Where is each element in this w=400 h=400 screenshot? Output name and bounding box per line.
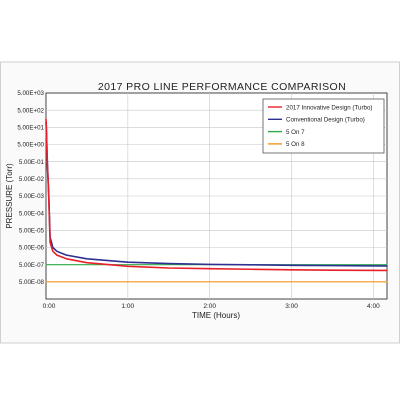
y-tick-label: 5.00E+02 [17,107,44,114]
legend-entry: 5 On 8 [286,141,305,148]
y-tick-label: 5.00E-04 [19,210,45,217]
legend: 2017 Innovative Design (Turbo) Convention… [262,98,385,154]
y-tick-labels: 5.00E+03 5.00E+02 5.00E+01 5.00E+00 5.00E-01… [17,90,44,286]
y-tick-label: 5.00E+01 [17,125,44,132]
legend-entry: Conventional Design (Turbo) [286,117,365,124]
chart-title: 2017 PRO LINE PERFORMANCE COMPARISON [98,81,346,93]
x-tick-label: 0:00 [43,303,56,310]
x-tick-label: 1:00 [122,303,135,310]
y-tick-label: 5.00E-08 [19,279,45,286]
y-tick-label: 5.00E-01 [19,159,45,166]
y-tick-label: 5.00E-07 [19,262,45,269]
y-tick-label: 5.00E-05 [19,228,45,235]
y-tick-label: 5.00E-02 [19,176,45,183]
x-tick-label: 2:00 [203,303,216,310]
x-tick-labels: 0:00 1:00 2:00 3:00 4:00 [43,303,380,310]
legend-box [262,98,385,154]
y-tick-label: 5.00E-06 [19,245,45,252]
y-tick-label: 5.00E-03 [19,193,45,200]
x-tick-label: 3:00 [285,303,298,310]
y-tick-label: 5.00E+03 [17,90,44,97]
y-axis-label: PRESSURE (Torr) [5,163,14,229]
y-tick-label: 5.00E+00 [17,142,44,149]
x-tick-label: 4:00 [367,303,380,310]
legend-entry: 2017 Innovative Design (Turbo) [286,104,372,111]
legend-entry: 5 On 7 [286,129,305,136]
series-line-1 [45,118,388,272]
x-axis-label: TIME (Hours) [192,311,240,320]
series-lines [45,118,388,283]
